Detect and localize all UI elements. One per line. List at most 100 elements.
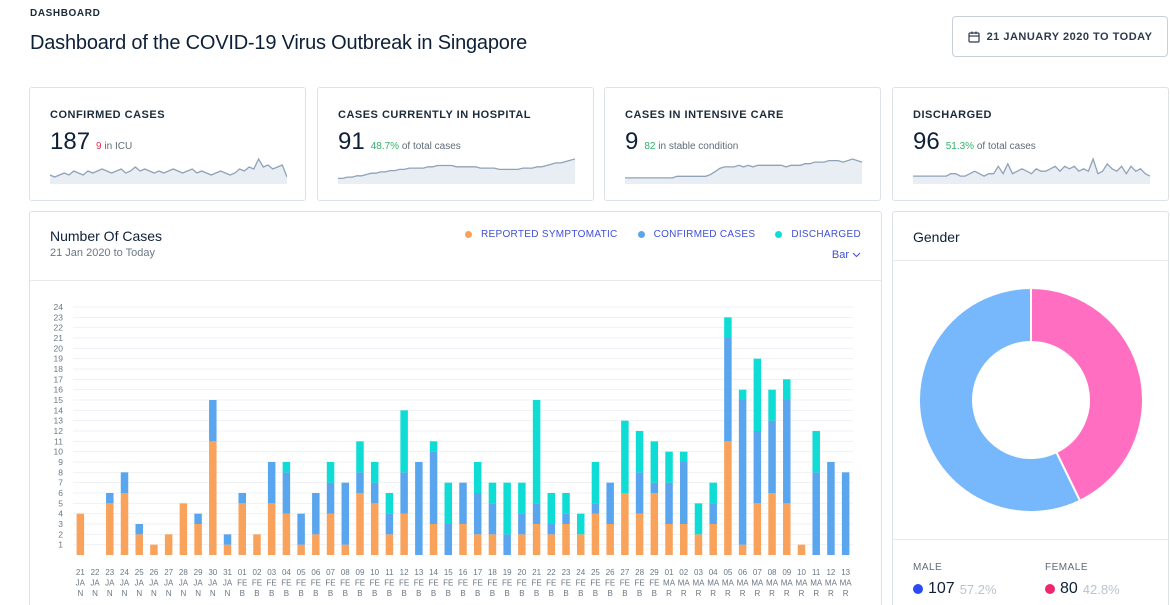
bar-segment[interactable] (164, 534, 173, 555)
bar-segment[interactable] (665, 482, 673, 524)
bar-segment[interactable] (650, 482, 659, 493)
bar-segment[interactable] (415, 462, 423, 555)
bar-segment[interactable] (238, 503, 246, 555)
bar-segment[interactable] (135, 524, 143, 535)
bar-segment[interactable] (223, 544, 232, 555)
bar-segment[interactable] (400, 513, 408, 555)
bar-segment[interactable] (120, 472, 129, 493)
bar-segment[interactable] (179, 503, 188, 555)
bar-segment[interactable] (591, 503, 600, 514)
donut-slice-male[interactable] (918, 286, 1082, 513)
bar-segment[interactable] (429, 524, 438, 555)
bar-segment[interactable] (429, 441, 438, 452)
donut-slice-female[interactable] (1030, 286, 1144, 503)
bar-segment[interactable] (680, 462, 688, 524)
bar-segment[interactable] (591, 462, 600, 504)
bar-segment[interactable] (547, 524, 556, 535)
bar-segment[interactable] (797, 544, 806, 555)
bar-segment[interactable] (709, 482, 717, 504)
bar-segment[interactable] (473, 462, 482, 493)
bar-segment[interactable] (297, 544, 305, 555)
bar-segment[interactable] (488, 482, 497, 504)
bar-segment[interactable] (635, 513, 644, 555)
bar-segment[interactable] (709, 503, 717, 524)
bar-segment[interactable] (385, 493, 394, 514)
bar-segment[interactable] (312, 534, 320, 555)
bar-segment[interactable] (606, 482, 614, 524)
bar-segment[interactable] (135, 534, 143, 555)
bar-segment[interactable] (282, 462, 291, 473)
bar-segment[interactable] (768, 420, 776, 493)
bar-segment[interactable] (812, 431, 820, 473)
bar-segment[interactable] (562, 493, 570, 514)
bar-segment[interactable] (444, 482, 453, 524)
bar-segment[interactable] (503, 534, 511, 555)
bar-segment[interactable] (356, 472, 364, 493)
bar-segment[interactable] (562, 513, 570, 524)
bar-segment[interactable] (694, 503, 703, 535)
bar-segment[interactable] (680, 451, 688, 462)
bar-segment[interactable] (473, 534, 482, 555)
bar-segment[interactable] (209, 400, 217, 442)
bar-segment[interactable] (473, 493, 482, 535)
bar-segment[interactable] (650, 441, 659, 483)
chart-type-dropdown[interactable]: Bar (832, 249, 861, 261)
bar-segment[interactable] (385, 513, 394, 535)
bar-segment[interactable] (738, 544, 747, 555)
bar-segment[interactable] (459, 482, 467, 524)
legend-item-discharged[interactable]: DISCHARGED (775, 229, 861, 240)
bar-segment[interactable] (209, 441, 217, 555)
bar-segment[interactable] (532, 524, 541, 555)
bar-segment[interactable] (488, 534, 497, 555)
bar-segment[interactable] (650, 493, 659, 555)
bar-segment[interactable] (753, 358, 762, 431)
bar-segment[interactable] (532, 400, 541, 504)
bar-segment[interactable] (76, 513, 85, 555)
bar-segment[interactable] (459, 524, 467, 555)
bar-segment[interactable] (768, 389, 776, 421)
bar-segment[interactable] (503, 482, 511, 535)
bar-segment[interactable] (621, 420, 629, 493)
bar-segment[interactable] (547, 534, 556, 555)
bar-segment[interactable] (827, 462, 835, 555)
bar-segment[interactable] (709, 524, 717, 555)
date-range-button[interactable]: 21 JANUARY 2020 TO TODAY (952, 16, 1168, 57)
bar-segment[interactable] (326, 482, 335, 514)
bar-segment[interactable] (518, 534, 526, 555)
bar-segment[interactable] (326, 462, 335, 483)
bar-segment[interactable] (400, 472, 408, 514)
bar-segment[interactable] (724, 338, 732, 442)
bar-segment[interactable] (326, 513, 335, 555)
bar-segment[interactable] (635, 431, 644, 473)
bar-segment[interactable] (738, 400, 747, 545)
bar-segment[interactable] (724, 441, 732, 555)
bar-segment[interactable] (194, 513, 202, 524)
bar-segment[interactable] (341, 482, 350, 545)
bar-segment[interactable] (576, 513, 585, 535)
bar-segment[interactable] (370, 482, 379, 504)
bar-segment[interactable] (400, 410, 408, 473)
bar-segment[interactable] (223, 534, 232, 545)
bar-segment[interactable] (591, 513, 600, 555)
bar-segment[interactable] (812, 472, 820, 555)
legend-item-symptomatic[interactable]: REPORTED SYMPTOMATIC (465, 229, 618, 240)
bar-segment[interactable] (621, 493, 629, 555)
bar-segment[interactable] (606, 524, 614, 555)
bar-segment[interactable] (370, 503, 379, 555)
bar-segment[interactable] (106, 503, 114, 555)
bar-segment[interactable] (356, 441, 364, 473)
bar-segment[interactable] (783, 379, 791, 400)
bar-segment[interactable] (694, 534, 703, 555)
bar-segment[interactable] (635, 472, 644, 514)
bar-segment[interactable] (150, 544, 158, 555)
bar-segment[interactable] (253, 534, 261, 555)
bar-segment[interactable] (120, 493, 129, 555)
bar-segment[interactable] (282, 472, 291, 514)
bar-segment[interactable] (665, 451, 673, 483)
bar-segment[interactable] (724, 317, 732, 338)
bar-segment[interactable] (532, 503, 541, 524)
bar-segment[interactable] (282, 513, 291, 555)
bar-segment[interactable] (768, 493, 776, 555)
bar-segment[interactable] (429, 451, 438, 524)
bar-segment[interactable] (385, 534, 394, 555)
